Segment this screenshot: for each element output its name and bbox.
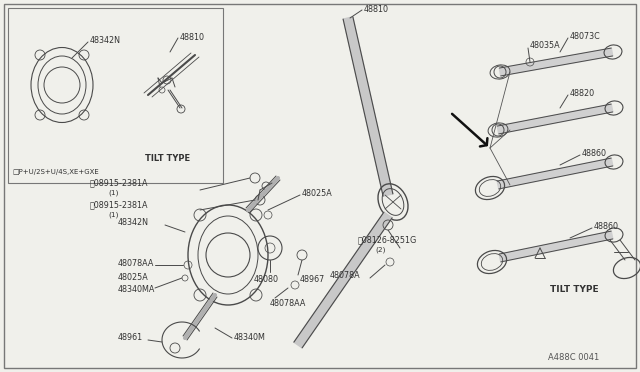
Text: 48025A: 48025A	[118, 273, 148, 282]
Text: 48342N: 48342N	[90, 35, 121, 45]
Text: 48080: 48080	[254, 276, 279, 285]
Text: 48860: 48860	[594, 221, 619, 231]
Polygon shape	[499, 231, 613, 262]
Text: Ⓦ08915-2381A: Ⓦ08915-2381A	[90, 179, 148, 187]
Text: 48961: 48961	[118, 334, 143, 343]
Polygon shape	[499, 48, 612, 76]
Text: 48810: 48810	[180, 32, 205, 42]
Text: 48340MA: 48340MA	[118, 285, 156, 295]
Text: TILT TYPE: TILT TYPE	[145, 154, 190, 163]
Polygon shape	[294, 212, 392, 348]
Polygon shape	[497, 104, 612, 134]
Text: (2): (2)	[375, 247, 385, 253]
Text: 48078AA: 48078AA	[270, 298, 307, 308]
Text: 48810: 48810	[364, 4, 389, 13]
Text: 48820: 48820	[570, 89, 595, 97]
Text: (1): (1)	[108, 190, 118, 196]
Text: 48967: 48967	[300, 276, 325, 285]
Bar	[8, 8, 223, 183]
Polygon shape	[343, 17, 393, 196]
Text: Ⓦ08126-8251G: Ⓦ08126-8251G	[358, 235, 417, 244]
Text: 48860: 48860	[582, 148, 607, 157]
Text: 48035A: 48035A	[530, 41, 561, 49]
Text: 48078A: 48078A	[330, 270, 360, 279]
Text: 48340M: 48340M	[234, 334, 266, 343]
Text: 48342N: 48342N	[118, 218, 149, 227]
Text: (1): (1)	[108, 212, 118, 218]
Text: 48073C: 48073C	[570, 32, 601, 41]
Text: TILT TYPE: TILT TYPE	[550, 285, 598, 295]
Text: 48078AA: 48078AA	[118, 259, 154, 267]
Text: Ⓦ08915-2381A: Ⓦ08915-2381A	[90, 201, 148, 209]
Polygon shape	[497, 158, 612, 189]
Text: A488C 0041: A488C 0041	[548, 353, 599, 362]
Text: □P+U/2S+U/4S,XE+GXE: □P+U/2S+U/4S,XE+GXE	[12, 169, 99, 175]
Text: 48025A: 48025A	[302, 189, 333, 198]
